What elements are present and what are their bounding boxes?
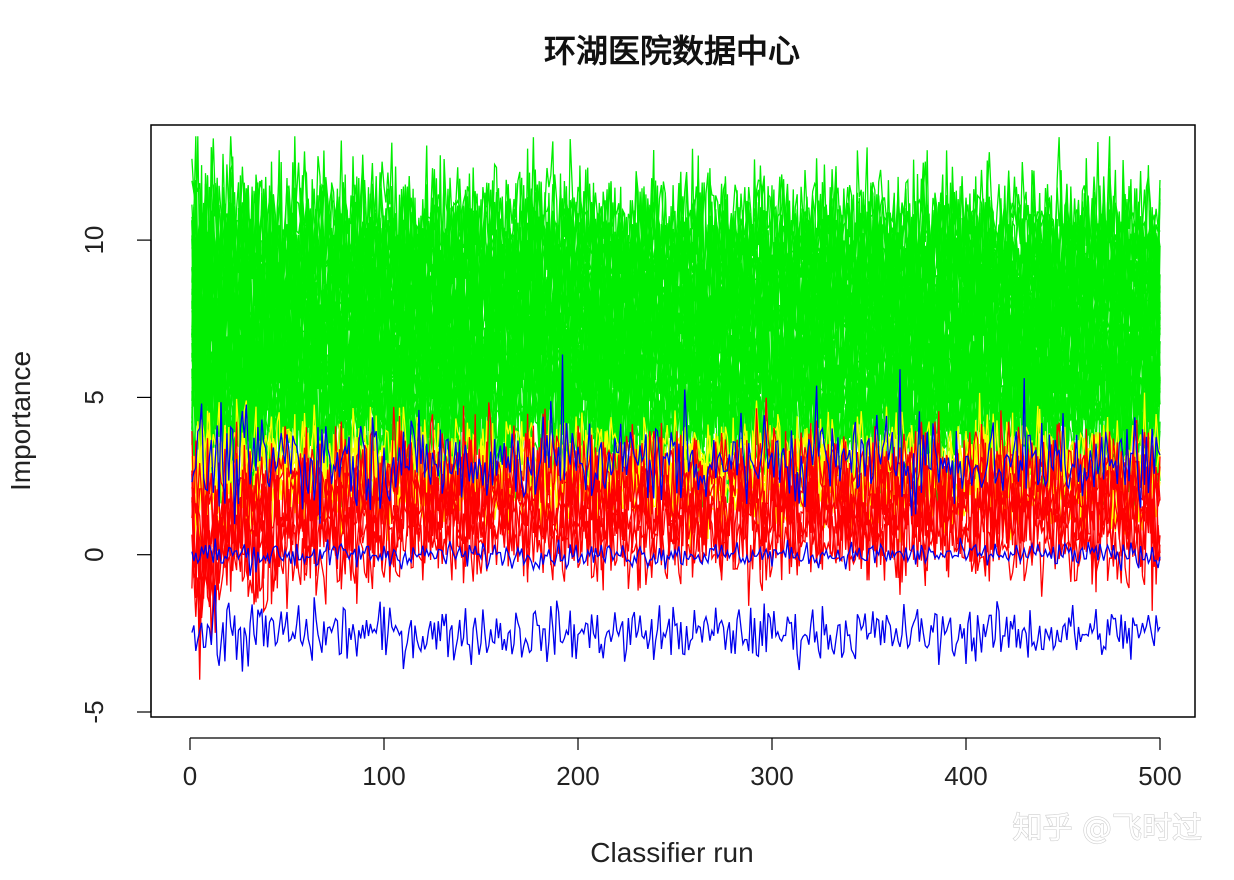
x-tick-label: 0 xyxy=(183,761,197,791)
watermark: 知乎 @飞时过 xyxy=(1012,811,1202,846)
series-line-confirmed-39 xyxy=(191,136,1161,321)
x-tick-label: 200 xyxy=(556,761,599,791)
y-axis-label: Importance xyxy=(5,351,36,491)
x-axis: 0 100 200 300 400 500 xyxy=(183,737,1182,791)
y-tick-label: 10 xyxy=(79,226,109,255)
y-tick-label: -5 xyxy=(79,700,109,723)
x-tick-label: 500 xyxy=(1138,761,1181,791)
y-tick-label: 0 xyxy=(79,547,109,561)
x-axis-label: Classifier run xyxy=(590,837,753,868)
series-line-shadow-min-0 xyxy=(191,585,1161,672)
x-tick-label: 100 xyxy=(362,761,405,791)
series-line-shadow-mean-0 xyxy=(191,537,1161,576)
chart-title: 环湖医院数据中心 xyxy=(544,32,800,70)
x-tick-label: 300 xyxy=(750,761,793,791)
series-line-tentative-5 xyxy=(191,392,1161,525)
x-tick-label: 400 xyxy=(944,761,987,791)
y-axis: -5 0 5 10 xyxy=(79,226,152,724)
y-tick-label: 5 xyxy=(79,390,109,404)
plot-lines xyxy=(191,136,1161,680)
series-line-shadow-max-0 xyxy=(191,354,1161,525)
